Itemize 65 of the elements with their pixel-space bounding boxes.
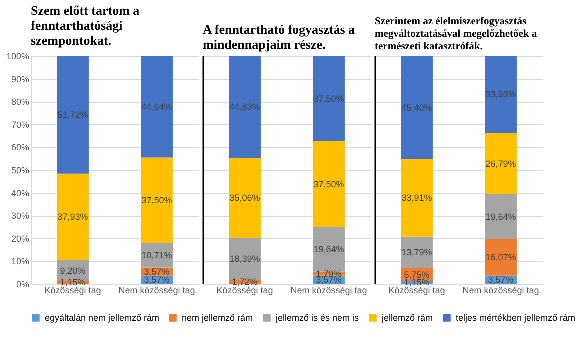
legend-label: egyáltalán nem jellemző rám <box>45 313 160 323</box>
bar <box>57 56 89 174</box>
y-tick-label: 50% <box>11 166 30 176</box>
data-label: 33,93% <box>486 90 516 100</box>
y-tick-label: 30% <box>11 211 30 222</box>
data-label: 44,64% <box>142 102 172 112</box>
legend-label: jellemző is és nem is <box>275 313 360 323</box>
chart-title: Szem előtt tartom a fenntarthatósági szempontokat. <box>31 3 140 48</box>
data-label: 26,79% <box>486 158 516 169</box>
data-label: 5,75% <box>404 270 430 280</box>
bar <box>57 174 89 260</box>
y-tick-label: 60% <box>11 142 30 153</box>
y-tick-label: 70% <box>11 120 30 130</box>
y-tick-label: 0% <box>16 280 30 290</box>
x-tick-label: Nem közösségi tag <box>118 286 196 296</box>
bar <box>313 142 345 227</box>
bar <box>141 158 173 244</box>
data-label: 35,06% <box>230 193 260 204</box>
bar <box>313 227 345 272</box>
x-tick-label: Közösségi tag <box>216 286 274 296</box>
y-tick-label: 40% <box>11 188 30 198</box>
data-label: 37,50% <box>314 179 344 190</box>
data-label: 9,20% <box>60 266 86 276</box>
y-tick-label: 10% <box>11 256 30 267</box>
bar <box>485 239 517 276</box>
bar <box>313 56 345 142</box>
x-tick-label: Közösségi tag <box>44 286 102 296</box>
bar <box>485 56 517 134</box>
bar <box>401 56 433 160</box>
data-label: 13,79% <box>402 248 432 258</box>
chart-title: Szerintem az élelmiszerfogyasztás megváltoztatásával megelőzhetőek a természeti katasztrófák. <box>375 16 538 52</box>
y-tick-label: 20% <box>11 234 30 244</box>
data-label: 10,71% <box>142 250 172 261</box>
data-label: 37,93% <box>58 212 88 222</box>
bar <box>401 160 433 237</box>
legend-label: teljes mértékben jellemző rám <box>456 313 576 323</box>
y-tick-label: 80% <box>11 97 30 108</box>
x-tick-label: Közösségi tag <box>388 286 446 296</box>
data-label: 3,57% <box>488 274 514 285</box>
data-label: 45,40% <box>402 102 432 113</box>
data-label: 3,57% <box>144 266 170 277</box>
bar <box>229 238 261 280</box>
x-tick-label: Nem közösségi tag <box>462 286 540 296</box>
data-label: 18,39% <box>230 254 260 264</box>
bar <box>141 56 173 158</box>
data-label: 33,91% <box>402 193 432 204</box>
legend-label: nem jellemző rám <box>182 313 254 323</box>
data-label: 51,72% <box>58 110 88 120</box>
y-tick-label: 100% <box>6 52 30 62</box>
data-label: 3,57% <box>144 274 170 285</box>
data-label: 44,83% <box>230 102 260 112</box>
bar <box>485 133 517 194</box>
bar <box>229 158 261 238</box>
y-tick-label: 90% <box>11 74 30 84</box>
x-tick-label: Nem közösségi tag <box>290 286 368 296</box>
data-label: 19,64% <box>314 244 344 254</box>
data-label: 16,07% <box>486 252 516 263</box>
data-label: 37,50% <box>314 94 344 104</box>
legend-label: jellemző rám <box>381 313 434 323</box>
data-label: 19,64% <box>486 212 516 222</box>
bar <box>229 56 261 158</box>
bar <box>485 194 517 240</box>
data-label: 37,50% <box>142 196 172 206</box>
chart-title: A fenntartható fogyasztás a mindennapjaim része. <box>203 22 356 52</box>
bar <box>401 236 433 268</box>
